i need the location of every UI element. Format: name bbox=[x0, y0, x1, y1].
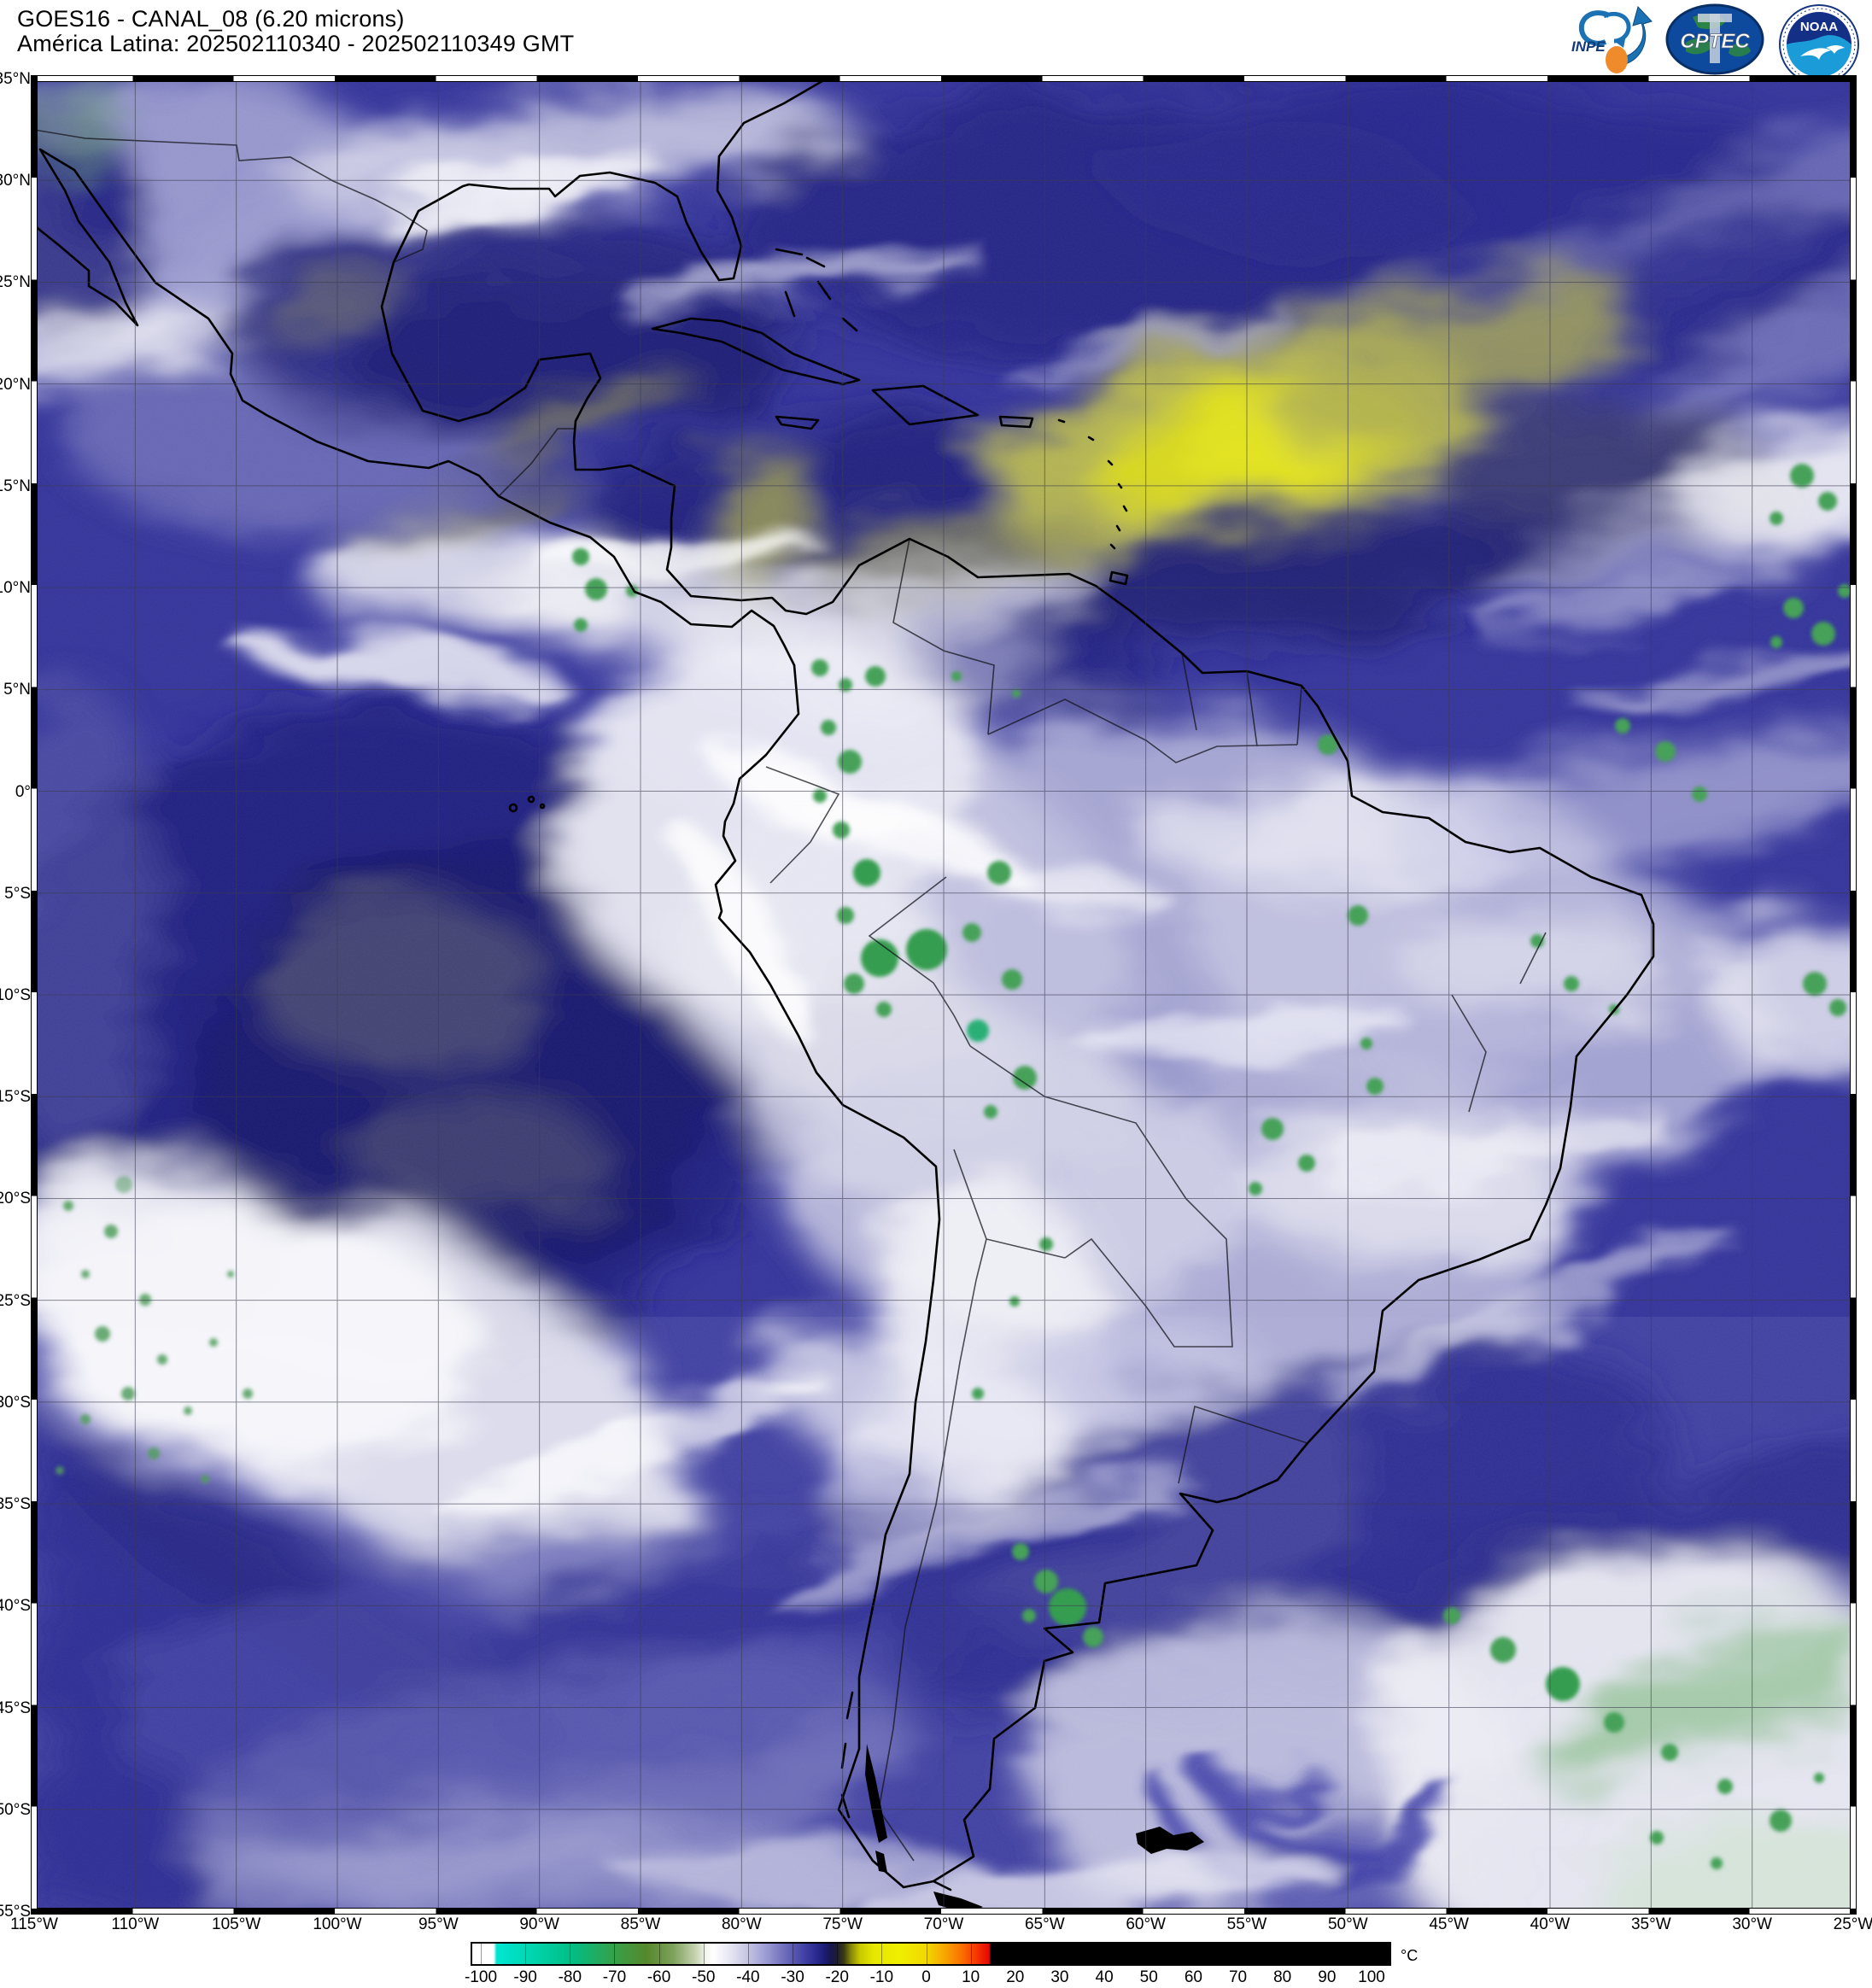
lat-tick-label: 45°S bbox=[0, 1699, 31, 1717]
temperature-colorbar bbox=[471, 1942, 1391, 1966]
lat-tick-label: 5°N bbox=[3, 681, 31, 699]
colorbar-unit-label: °C bbox=[1401, 1947, 1419, 1964]
lat-tick-label: 40°S bbox=[0, 1597, 31, 1616]
colorbar-tick-line bbox=[747, 1944, 749, 1964]
lon-tick-label: 95°W bbox=[418, 1915, 459, 1933]
colorbar-tick-label: 60 bbox=[1184, 1968, 1202, 1986]
lat-tick-label: 10°S bbox=[0, 985, 31, 1004]
lat-tick-label: 0° bbox=[15, 782, 31, 801]
lon-tick-label: 90°W bbox=[519, 1915, 559, 1933]
lat-tick-label: 15°S bbox=[0, 1088, 31, 1107]
lat-tick-label: 25°N bbox=[0, 273, 31, 292]
colorbar-tick-label: 40 bbox=[1095, 1968, 1114, 1986]
colorbar-tick-line bbox=[481, 1944, 482, 1964]
lon-tick-label: 65°W bbox=[1024, 1915, 1065, 1933]
lon-tick-label: 110°W bbox=[111, 1915, 160, 1933]
colorbar-tick-label: -70 bbox=[602, 1968, 627, 1986]
lat-tick-label: 5°S bbox=[4, 884, 31, 903]
lat-tick-label: 20°N bbox=[0, 375, 31, 394]
inpe-logo: INPE bbox=[1570, 3, 1658, 79]
lon-tick-label: 70°W bbox=[923, 1915, 964, 1933]
lon-tick-label: 60°W bbox=[1126, 1915, 1166, 1933]
cptec-logo-icon: CPTEC bbox=[1665, 3, 1764, 75]
colorbar-tick-label: 10 bbox=[962, 1968, 980, 1986]
colorbar-tick-label: 0 bbox=[921, 1968, 931, 1986]
svg-text:INPE: INPE bbox=[1571, 38, 1606, 55]
cptec-logo: CPTEC bbox=[1664, 3, 1766, 79]
map-frame-left bbox=[31, 75, 38, 1915]
lon-tick-label: 40°W bbox=[1530, 1915, 1571, 1933]
lon-tick-label: 55°W bbox=[1226, 1915, 1267, 1933]
lon-tick-label: 50°W bbox=[1327, 1915, 1368, 1933]
lat-tick-label: 10°N bbox=[0, 579, 31, 598]
colorbar-tick-label: -40 bbox=[736, 1968, 760, 1986]
lon-tick-label: 80°W bbox=[721, 1915, 762, 1933]
graticule bbox=[34, 79, 1853, 1911]
colorbar-tick-line bbox=[1015, 1944, 1016, 1964]
colorbar-tick-label: 70 bbox=[1228, 1968, 1248, 1986]
colorbar-tick-label: -60 bbox=[646, 1968, 671, 1986]
colorbar-tick-label: -90 bbox=[513, 1968, 537, 1986]
lat-tick-label: 20°S bbox=[0, 1190, 31, 1208]
satellite-map bbox=[34, 79, 1853, 1911]
colorbar-tick-label: -20 bbox=[825, 1968, 849, 1986]
noaa-logo: NOAA bbox=[1778, 3, 1860, 90]
colorbar-tick-label: -10 bbox=[869, 1968, 894, 1986]
lat-tick-label: 30°S bbox=[0, 1393, 31, 1412]
lon-tick-label: 105°W bbox=[212, 1915, 261, 1933]
lon-tick-label: 25°W bbox=[1833, 1915, 1872, 1933]
svg-text:CPTEC: CPTEC bbox=[1680, 30, 1750, 53]
colorbar-tick-label: 100 bbox=[1358, 1968, 1385, 1986]
lat-tick-label: 50°S bbox=[0, 1800, 31, 1819]
map-frame-bottom bbox=[31, 1908, 1857, 1915]
colorbar-tick-line bbox=[658, 1944, 660, 1964]
product-title: GOES16 - CANAL_08 (6.20 microns) bbox=[17, 6, 405, 32]
colorbar-tick-line bbox=[1237, 1944, 1239, 1964]
lon-tick-label: 115°W bbox=[10, 1915, 58, 1933]
colorbar-tick-line bbox=[1104, 1944, 1106, 1964]
colorbar-tick-line bbox=[1193, 1944, 1195, 1964]
colorbar-tick-line bbox=[970, 1944, 972, 1964]
lon-tick-label: 85°W bbox=[620, 1915, 661, 1933]
country-borders bbox=[34, 129, 1547, 1862]
inpe-logo-icon: INPE bbox=[1571, 6, 1653, 73]
colorbar-tick-line bbox=[1059, 1944, 1061, 1964]
map-frame-right bbox=[1850, 75, 1857, 1915]
lat-tick-label: 35°S bbox=[0, 1495, 31, 1514]
lat-tick-label: 35°N bbox=[0, 70, 31, 88]
colorbar-tick-label: 90 bbox=[1318, 1968, 1337, 1986]
colorbar-tick-line bbox=[1282, 1944, 1284, 1964]
colorbar-tick-label: 80 bbox=[1273, 1968, 1292, 1986]
noaa-logo-icon: NOAA bbox=[1779, 4, 1859, 85]
coastlines bbox=[34, 79, 1655, 1892]
colorbar-tick-line bbox=[525, 1944, 527, 1964]
colorbar-tick-label: -100 bbox=[464, 1968, 498, 1986]
water-vapor-imagery bbox=[34, 79, 1853, 1911]
lat-tick-label: 15°N bbox=[0, 477, 31, 495]
colorbar-tick-label: 20 bbox=[1006, 1968, 1025, 1986]
lon-tick-label: 100°W bbox=[313, 1915, 362, 1933]
lat-tick-label: 25°S bbox=[0, 1291, 31, 1310]
lon-tick-label: 45°W bbox=[1429, 1915, 1469, 1933]
colorbar-tick-line bbox=[1149, 1944, 1150, 1964]
colorbar-tick-label: -50 bbox=[692, 1968, 716, 1986]
product-timestamp: América Latina: 202502110340 - 202502110… bbox=[17, 31, 575, 56]
lon-tick-label: 35°W bbox=[1630, 1915, 1671, 1933]
colorbar-tick-line bbox=[881, 1944, 883, 1964]
colorbar-tick-label: -30 bbox=[781, 1968, 804, 1986]
colorbar-tick-label: 50 bbox=[1139, 1968, 1158, 1986]
colorbar-tick-line bbox=[614, 1944, 616, 1964]
colorbar-tick-line bbox=[837, 1944, 839, 1964]
svg-text:NOAA: NOAA bbox=[1800, 20, 1838, 34]
lat-tick-label: 30°N bbox=[0, 172, 31, 190]
map-frame-top bbox=[31, 75, 1857, 82]
lon-tick-label: 30°W bbox=[1732, 1915, 1772, 1933]
colorbar-tick-label: -80 bbox=[558, 1968, 582, 1986]
colorbar-tick-label: 30 bbox=[1050, 1968, 1069, 1986]
land-fills bbox=[865, 1744, 1204, 1911]
colorbar-tick-line bbox=[703, 1944, 705, 1964]
colorbar-tick-line bbox=[1326, 1944, 1328, 1964]
lat-tick-label: 55°S bbox=[0, 1902, 31, 1921]
lon-tick-label: 75°W bbox=[822, 1915, 863, 1933]
